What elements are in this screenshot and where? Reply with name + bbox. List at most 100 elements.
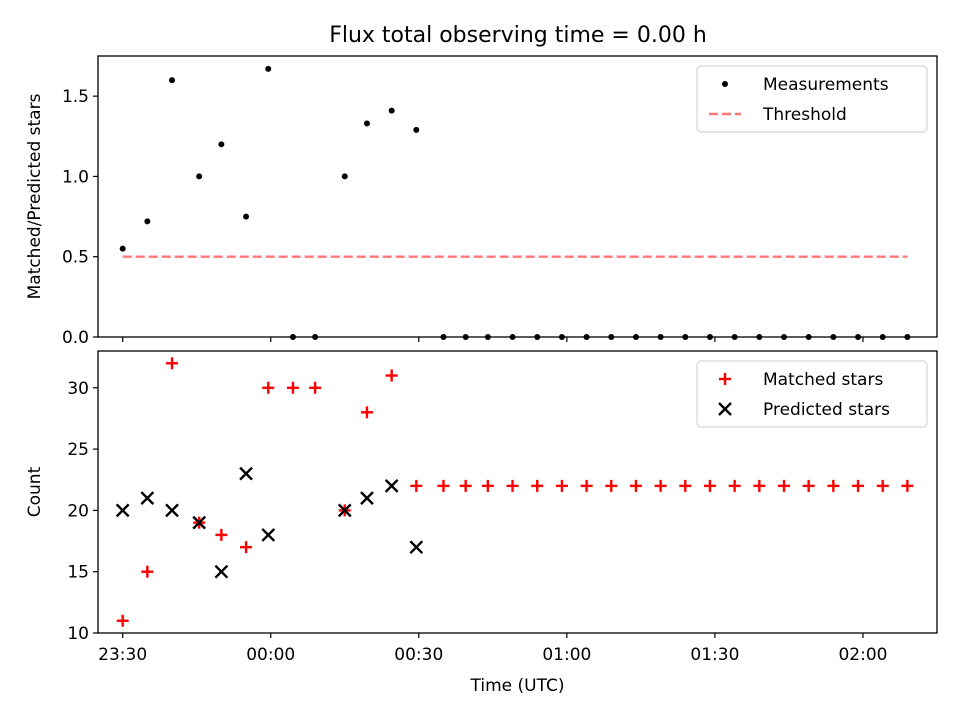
- data-point: [337, 503, 352, 518]
- axes-frame: [97, 350, 938, 634]
- x-tick-label: 01:00: [542, 645, 591, 665]
- data-point: [413, 126, 420, 133]
- data-point: [240, 541, 253, 554]
- data-point: [363, 120, 370, 127]
- data-point: [261, 528, 276, 542]
- x-tick-label: 23:30: [98, 645, 147, 665]
- data-point: [141, 565, 154, 578]
- legend-box: [696, 360, 928, 428]
- data-point: [265, 65, 272, 72]
- y-tick-label: 25: [67, 440, 89, 460]
- data-point-b: [384, 479, 399, 493]
- x-tick-label: 02:00: [838, 645, 887, 665]
- data-point: [459, 479, 472, 492]
- x-axis-label: Time (UTC): [470, 676, 565, 696]
- data-point: [802, 479, 815, 492]
- data-point: [409, 540, 424, 555]
- y-tick-label: 1.5: [62, 87, 89, 107]
- data-point: [196, 173, 203, 180]
- data-point: [385, 369, 398, 382]
- data-point: [309, 381, 322, 394]
- data-point-b: [261, 528, 276, 542]
- data-point: [876, 479, 889, 492]
- data-point-b: [337, 503, 352, 518]
- data-point: [481, 479, 494, 492]
- data-point: [239, 466, 253, 481]
- data-point: [605, 479, 618, 492]
- data-point: [360, 491, 374, 505]
- data-point: [901, 479, 914, 492]
- data-point: [703, 479, 716, 492]
- data-point-b: [165, 503, 179, 518]
- data-point-b: [239, 466, 253, 481]
- data-point: [243, 213, 250, 220]
- data-point: [852, 479, 865, 492]
- data-point-b: [360, 491, 374, 505]
- y-axis-label: Matched/Predicted stars: [25, 93, 45, 299]
- legend-label: Threshold: [762, 105, 847, 125]
- data-point: [384, 479, 399, 493]
- data-point-b: [140, 491, 155, 505]
- data-point: [753, 479, 766, 492]
- x-tick-label: 01:30: [690, 645, 739, 665]
- data-point: [388, 107, 395, 114]
- data-point: [144, 218, 151, 225]
- data-point: [218, 141, 225, 148]
- data-point: [728, 479, 741, 492]
- data-point-b: [409, 540, 424, 555]
- legend-label: Predicted stars: [763, 400, 890, 420]
- data-point: [116, 614, 129, 627]
- data-point: [286, 381, 299, 394]
- x-tick-label: 00:30: [394, 645, 443, 665]
- y-tick-label: 1.0: [62, 167, 89, 187]
- legend: Measurements Threshold: [696, 65, 928, 133]
- data-point-b: [192, 515, 207, 530]
- data-point: [506, 479, 519, 492]
- data-point: [165, 503, 179, 518]
- legend-box: [696, 65, 928, 133]
- legend-label: Measurements: [763, 75, 889, 95]
- data-point: [360, 406, 373, 419]
- data-point: [262, 381, 275, 394]
- legend-marker: [718, 402, 732, 416]
- data-point: [437, 479, 450, 492]
- data-point: [555, 479, 568, 492]
- data-point: [140, 491, 155, 505]
- data-point: [778, 479, 791, 492]
- data-point: [654, 479, 667, 492]
- data-point: [827, 479, 840, 492]
- y-tick-label: 0.0: [62, 328, 89, 348]
- data-point: [119, 245, 126, 252]
- legend-marker: [722, 81, 728, 87]
- y-tick-label: 30: [67, 379, 89, 399]
- legend-marker: [719, 373, 731, 385]
- legend-marker-b: [718, 402, 732, 416]
- data-point: [679, 479, 692, 492]
- y-tick-label: 20: [67, 501, 89, 521]
- data-point-b: [214, 564, 229, 579]
- data-point: [580, 479, 593, 492]
- data-point: [169, 77, 176, 84]
- data-point: [410, 479, 423, 492]
- y-axis-label: Count: [25, 466, 45, 517]
- axes-frame: [97, 55, 938, 338]
- data-point-b: [115, 503, 130, 518]
- data-point: [166, 357, 179, 370]
- y-tick-label: 0.5: [62, 248, 89, 268]
- chart-title: Flux total observing time = 0.00 h: [329, 23, 707, 48]
- y-tick-label: 15: [67, 563, 89, 583]
- data-point: [531, 479, 544, 492]
- x-tick-label: 00:00: [246, 645, 295, 665]
- data-point: [341, 173, 348, 180]
- y-tick-label: 10: [67, 624, 89, 644]
- legend-label: Matched stars: [763, 370, 883, 390]
- counts-panel: 10 15 20 25 30 23:30 00:00 00:30 01:00 01:30 02:00…: [25, 350, 938, 696]
- legend: Matched stars Predicted stars: [696, 360, 928, 428]
- measurements-panel: 0.0 0.5 1.0 1.5 Matched/Predicted stars Measu…: [25, 55, 938, 348]
- data-point: [192, 515, 207, 530]
- data-point: [115, 503, 130, 518]
- data-point: [214, 564, 229, 579]
- data-point: [629, 479, 642, 492]
- data-point: [215, 528, 228, 541]
